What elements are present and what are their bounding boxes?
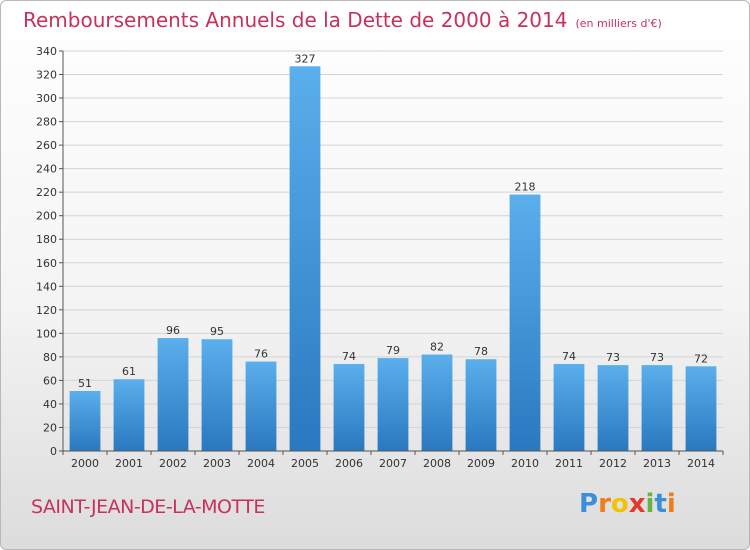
- y-tick-label: 180: [36, 233, 57, 246]
- proxiti-logo: Proxiti: [579, 489, 676, 519]
- x-tick-label: 2003: [203, 457, 231, 470]
- bar: [157, 338, 189, 451]
- x-tick-label: 2012: [599, 457, 627, 470]
- logo-letter: i: [666, 489, 676, 519]
- bar-value-label: 74: [342, 350, 356, 363]
- y-tick-label: 260: [36, 139, 57, 152]
- x-tick-label: 2007: [379, 457, 407, 470]
- logo-letter: P: [579, 489, 599, 519]
- y-tick-label: 80: [43, 351, 57, 364]
- bar: [421, 354, 453, 451]
- bar-value-label: 218: [515, 181, 536, 194]
- bar-value-label: 327: [295, 52, 316, 65]
- x-tick-label: 2000: [71, 457, 99, 470]
- y-tick-label: 120: [36, 304, 57, 317]
- x-tick-label: 2014: [687, 457, 715, 470]
- y-tick-label: 140: [36, 280, 57, 293]
- x-tick-label: 2004: [247, 457, 275, 470]
- bar: [245, 361, 277, 451]
- bar: [641, 365, 673, 451]
- x-tick-label: 2010: [511, 457, 539, 470]
- y-tick-label: 200: [36, 210, 57, 223]
- bar-value-label: 51: [78, 377, 92, 390]
- logo-letter: r: [598, 489, 611, 519]
- logo-letter: o: [610, 489, 629, 519]
- bar: [69, 391, 101, 451]
- bar-value-label: 82: [430, 341, 444, 354]
- x-tick-label: 2013: [643, 457, 671, 470]
- y-tick-label: 20: [43, 421, 57, 434]
- bar: [289, 66, 321, 451]
- bar: [113, 379, 145, 451]
- chart-subtitle: (en milliers d'€): [575, 17, 662, 30]
- y-axis: 0 20 40 60 80 100 120 140 160 180 200 220 240 260 280 3…: [36, 45, 64, 458]
- y-tick-label: 240: [36, 163, 57, 176]
- y-tick-label: 60: [43, 374, 57, 387]
- y-tick-label: 100: [36, 327, 57, 340]
- x-tick-label: 2002: [159, 457, 187, 470]
- bar-value-label: 95: [210, 325, 224, 338]
- bar-value-label: 79: [386, 344, 400, 357]
- bar: [201, 339, 233, 451]
- y-tick-label: 300: [36, 92, 57, 105]
- commune-name: SAINT-JEAN-DE-LA-MOTTE: [31, 496, 265, 518]
- bar: [377, 358, 409, 451]
- logo-letter: t: [654, 489, 667, 519]
- bar: [465, 359, 497, 451]
- title-row: Remboursements Annuels de la Dette de 20…: [23, 8, 662, 32]
- x-axis: 2000 2001 2002 2003 2004 2005 2006 2007 2008 2009…: [62, 450, 724, 470]
- y-tick-label: 320: [36, 69, 57, 82]
- bar-value-label: 96: [166, 324, 180, 337]
- logo-letter: i: [645, 489, 655, 519]
- bar-value-label: 73: [650, 351, 664, 364]
- bar-value-label: 76: [254, 348, 268, 361]
- chart-title: Remboursements Annuels de la Dette de 20…: [23, 8, 568, 32]
- bar: [333, 363, 365, 451]
- y-tick-label: 160: [36, 257, 57, 270]
- bars: 51 61 96 95 76 327 74 79 82 78 218 74 73 73 72: [69, 52, 717, 451]
- bar-value-label: 61: [122, 365, 136, 378]
- y-tick-label: 340: [36, 45, 57, 58]
- bar-value-label: 73: [606, 351, 620, 364]
- y-tick-label: 220: [36, 186, 57, 199]
- y-tick-label: 280: [36, 116, 57, 129]
- bar-value-label: 74: [562, 350, 576, 363]
- y-tick-label: 0: [50, 445, 57, 458]
- bar: [685, 366, 717, 451]
- x-tick-label: 2001: [115, 457, 143, 470]
- logo-letter: x: [628, 489, 646, 519]
- x-tick-label: 2005: [291, 457, 319, 470]
- x-tick-label: 2008: [423, 457, 451, 470]
- x-tick-label: 2009: [467, 457, 495, 470]
- bar: [597, 365, 629, 451]
- y-tick-label: 40: [43, 398, 57, 411]
- bar: [509, 194, 541, 451]
- x-tick-label: 2011: [555, 457, 583, 470]
- bar: [553, 363, 585, 451]
- bar-value-label: 78: [474, 345, 488, 358]
- x-tick-label: 2006: [335, 457, 363, 470]
- bar-value-label: 72: [694, 352, 708, 365]
